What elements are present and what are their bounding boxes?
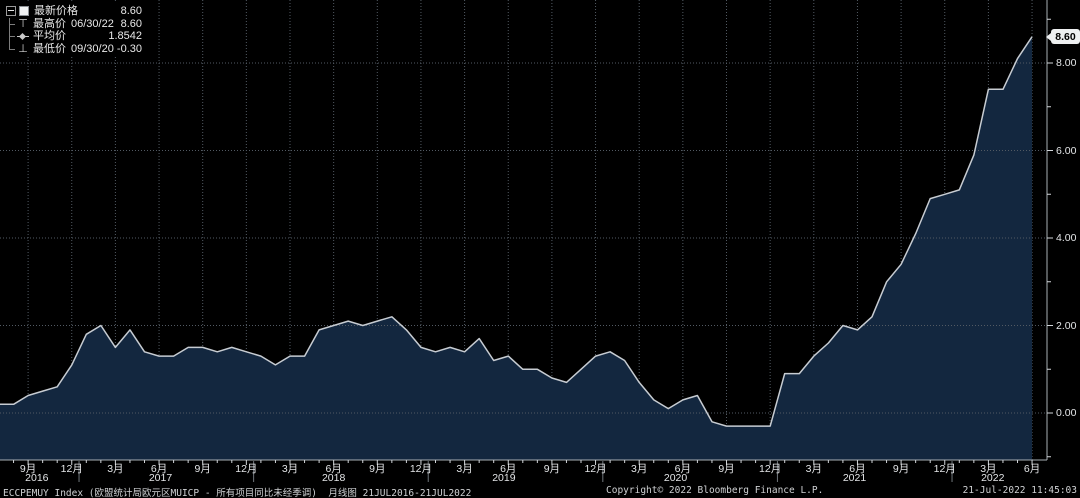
x-axis-year-label: 2019	[492, 472, 516, 484]
legend-row-high[interactable]: ⊤ 最高价 06/30/22 8.60	[6, 16, 144, 31]
x-axis-tick-label: 6月	[674, 463, 692, 475]
legend-label-average: 平均价	[33, 30, 66, 42]
security-description: ECCPEMUY Index (欧盟统计局欧元区MUICP - 所有项目同比未经…	[3, 488, 472, 498]
x-axis-year-label: 2020	[663, 472, 688, 484]
x-axis-tick-label: 6月	[1023, 463, 1041, 475]
legend-collapse-icon[interactable]	[6, 6, 16, 17]
average-marker-icon	[17, 32, 29, 41]
x-axis-tick-label: 9月	[718, 463, 735, 475]
tree-branch-end-icon	[6, 42, 17, 56]
last-price-value: 8.60	[1055, 30, 1076, 43]
x-axis-year-label: 2017	[148, 472, 173, 484]
x-axis-year-label: 2022	[981, 472, 1005, 484]
x-axis-tick-label: 9月	[543, 463, 561, 475]
x-axis-tick-label: 9月	[892, 463, 910, 475]
y-axis-tick-label: 8.00	[1056, 57, 1077, 69]
legend-date-high: 06/30/22	[71, 17, 114, 30]
x-axis-tick-label: 12月	[933, 463, 956, 475]
legend-row-average[interactable]: 平均价 1.8542	[6, 30, 144, 43]
status-bar: ECCPEMUY Index (欧盟统计局欧元区MUICP - 所有项目同比未经…	[0, 484, 1080, 498]
x-axis-year-label: 2018	[321, 472, 346, 484]
legend-label-latest: 最新价格	[34, 5, 78, 17]
high-marker-icon: ⊤	[18, 16, 28, 30]
y-axis-tick-label: 2.00	[1056, 319, 1077, 332]
tag-arrow-icon	[1046, 32, 1051, 41]
y-axis-tick-label: 4.00	[1056, 232, 1077, 244]
x-axis-tick-label: 12月	[409, 463, 433, 475]
x-axis-year-label: 2016	[25, 472, 49, 484]
legend-value-average: 1.8542	[108, 30, 142, 42]
low-marker-icon: ⊥	[18, 41, 28, 55]
x-axis-tick-label: 9月	[19, 463, 37, 475]
y-axis-tick-label: 0.00	[1056, 407, 1077, 419]
x-axis-tick-label: 3月	[631, 463, 648, 475]
x-axis-tick-label: 9月	[369, 463, 386, 475]
legend-row-low[interactable]: ⊥ 最低价 09/30/20 -0.30	[6, 41, 144, 56]
x-axis-tick-label: 6月	[150, 463, 168, 475]
last-price-tag: 8.60	[1046, 29, 1080, 44]
x-axis-tick-label: 6月	[325, 463, 342, 475]
tree-branch-icon	[6, 17, 17, 31]
chart-legend: 最新价格 8.60 ⊤ 最高价 06/30/22 8.60 平均价 1.8542…	[4, 3, 144, 56]
latest-price-marker-icon	[19, 6, 29, 17]
x-axis-tick-label: 3月	[281, 463, 299, 475]
x-axis-tick-label: 12月	[584, 463, 607, 475]
x-axis-tick-label: 6月	[849, 463, 866, 475]
timestamp: 21-Jul-2022 11:45:03	[962, 485, 1077, 496]
legend-label-high: 最高价	[33, 17, 66, 30]
x-axis-tick-label: 9月	[194, 463, 211, 475]
x-axis-year-label: 2021	[842, 472, 867, 484]
x-axis-tick-label: 3月	[107, 463, 124, 475]
legend-label-low: 最低价	[33, 42, 66, 55]
legend-row-latest[interactable]: 最新价格 8.60	[6, 5, 144, 18]
x-axis-tick-label: 12月	[60, 463, 83, 475]
y-axis-tick-label: 6.00	[1056, 144, 1077, 157]
legend-date-low: 09/30/20	[71, 42, 114, 55]
x-axis-tick-label: 3月	[805, 463, 822, 475]
x-axis-tick-label: 12月	[235, 463, 258, 475]
x-axis-tick-label: 3月	[456, 463, 473, 475]
legend-value-low: -0.30	[116, 42, 142, 55]
x-axis-tick-label: 6月	[500, 463, 517, 475]
legend-value-high: 8.60	[120, 17, 142, 30]
x-axis-tick-label: 3月	[980, 463, 997, 475]
copyright-notice: Copyright© 2022 Bloomberg Finance L.P.	[606, 485, 824, 496]
x-axis-tick-label: 12月	[759, 463, 782, 475]
legend-value-latest: 8.60	[120, 5, 142, 17]
tree-branch-icon	[6, 30, 17, 43]
